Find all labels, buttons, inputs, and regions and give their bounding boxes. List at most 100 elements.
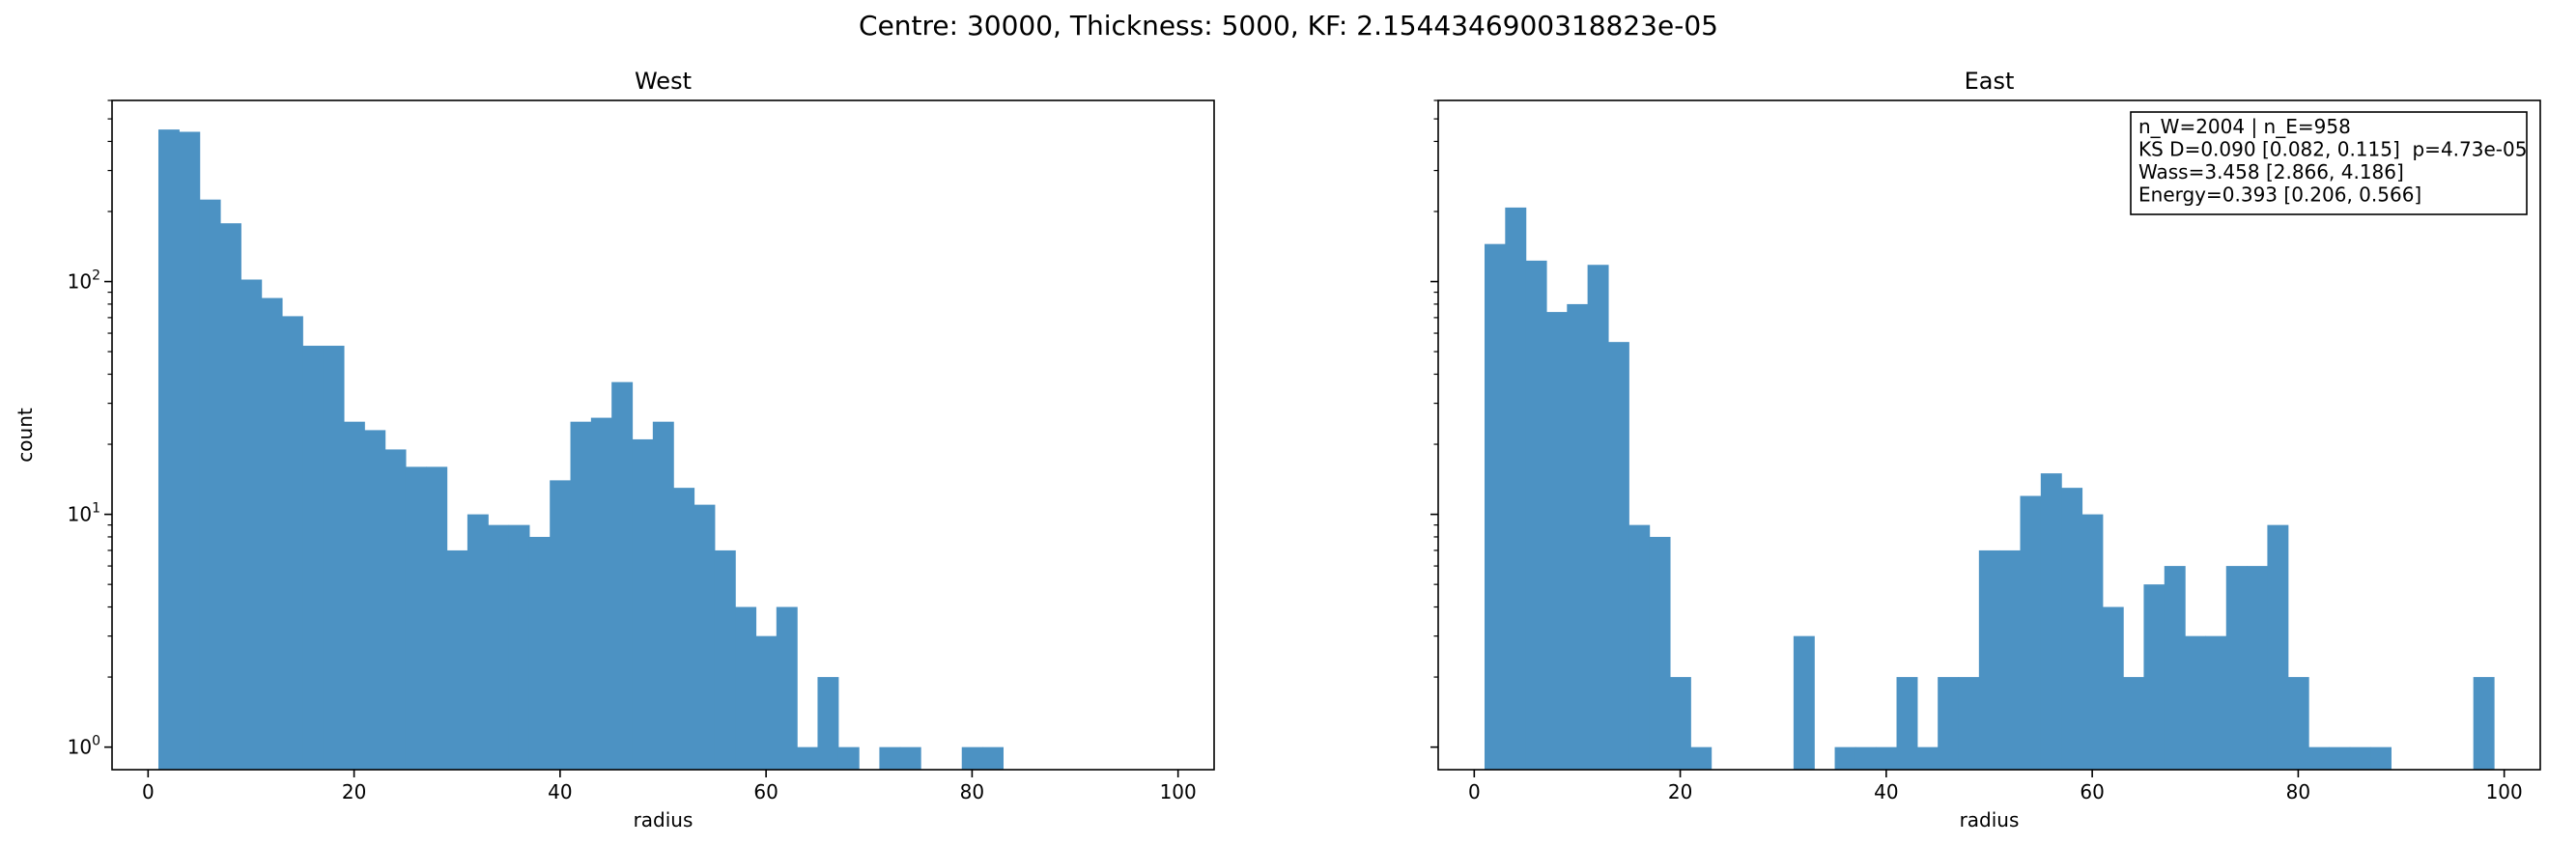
- east-histogram-bar: [1628, 524, 1651, 770]
- west-histogram-bar: [755, 635, 778, 770]
- east-histogram-bar: [2329, 746, 2351, 770]
- west-y-axis-label: count: [14, 408, 37, 463]
- x-tick-label: 60: [2080, 780, 2104, 803]
- east-axes-frame: [1437, 99, 2541, 771]
- east-histogram-bar: [1649, 536, 1671, 770]
- figure-suptitle: Centre: 30000, Thickness: 5000, KF: 2.15…: [859, 10, 1718, 42]
- west-histogram-bar: [446, 549, 468, 770]
- x-tick-label: 80: [960, 780, 984, 803]
- east-histogram-bar: [2370, 746, 2392, 770]
- east-histogram-bar: [2143, 584, 2166, 770]
- east-histogram-bar: [1978, 549, 2000, 770]
- east-histogram-bar: [1525, 260, 1547, 770]
- west-histogram-bar: [590, 417, 612, 770]
- west-histogram-bar: [735, 606, 757, 770]
- east-histogram-bar: [1669, 677, 1691, 770]
- east-histogram-bar: [2349, 746, 2371, 770]
- west-histogram-bar: [776, 606, 798, 770]
- x-tick-label: 20: [342, 780, 366, 803]
- x-tick-label: 100: [2486, 780, 2523, 803]
- east-histogram-bar: [2081, 514, 2104, 770]
- east-histogram-bar: [2040, 473, 2062, 770]
- east-histogram-bar: [1916, 746, 1939, 770]
- east-panel: East 0 20 40 60 80 100 radius n_W=2004 | n_E=…: [1430, 68, 2541, 831]
- west-histogram-bar: [426, 466, 448, 770]
- west-histogram-bar: [199, 199, 221, 771]
- east-histogram-bar: [1607, 342, 1629, 770]
- east-histogram-bar: [1587, 265, 1609, 770]
- east-histogram-bar: [2164, 566, 2186, 770]
- east-histogram-bar: [1876, 746, 1898, 770]
- west-axes-frame: [111, 99, 1215, 771]
- east-axis-ticks: 0 20 40 60 80 100: [1430, 99, 2523, 803]
- east-histogram-bar: [1834, 746, 1856, 770]
- west-histogram-bar: [241, 279, 263, 770]
- west-histogram-bar: [261, 297, 283, 770]
- west-histogram-bar: [364, 430, 386, 770]
- x-tick-label: 40: [1874, 780, 1898, 803]
- west-histogram-bar: [652, 421, 674, 770]
- west-histogram-bar: [508, 524, 530, 770]
- west-panel: West 0 20 40 60 80 100 100 101 102 radius count: [14, 68, 1215, 831]
- east-histogram-bar: [2308, 746, 2330, 770]
- west-histogram-bar: [219, 223, 241, 770]
- y-tick-label: 102: [68, 268, 100, 294]
- west-histogram-bar: [982, 746, 1004, 770]
- west-histogram-bar: [302, 346, 325, 770]
- west-histogram-bar: [632, 438, 654, 770]
- west-x-axis-label: radius: [634, 808, 694, 831]
- east-histogram-bar: [2247, 566, 2269, 770]
- west-histogram-bar: [528, 536, 551, 770]
- west-histogram-bar: [899, 746, 921, 770]
- x-tick-label: 0: [1468, 780, 1481, 803]
- west-histogram-bar: [467, 514, 489, 770]
- east-histogram-bar: [1484, 243, 1506, 771]
- east-histogram-bar: [2205, 635, 2227, 770]
- east-histogram-bar: [2020, 495, 2042, 770]
- west-axis-ticks: 0 20 40 60 80 100 100 101 102: [68, 99, 1197, 803]
- x-tick-label: 60: [753, 780, 778, 803]
- west-histogram-bar: [550, 480, 572, 770]
- east-histogram-bar: [1690, 746, 1713, 770]
- east-histogram-bar: [2061, 488, 2083, 770]
- west-histogram-bar: [714, 549, 736, 770]
- west-histogram-bar: [343, 421, 365, 770]
- west-histogram-bars: [157, 129, 1004, 771]
- x-tick-label: 100: [1160, 780, 1197, 803]
- west-histogram-bar: [281, 316, 303, 770]
- annotation-sample-sizes: n_W=2004 | n_E=958: [2138, 115, 2351, 138]
- east-histogram-bar: [1567, 303, 1589, 770]
- east-histogram-bar: [1999, 549, 2022, 770]
- annotation-wasserstein: Wass=3.458 [2.866, 4.186]: [2138, 160, 2404, 183]
- y-tick-label: 100: [68, 734, 100, 759]
- east-histogram-bar: [1896, 677, 1918, 770]
- west-histogram-bar: [179, 131, 201, 771]
- x-tick-label: 0: [142, 780, 155, 803]
- x-tick-label: 40: [548, 780, 572, 803]
- west-histogram-bar: [384, 449, 407, 770]
- west-histogram-bar: [961, 746, 983, 770]
- west-histogram-bar: [817, 677, 839, 770]
- x-tick-label: 20: [1668, 780, 1692, 803]
- east-histogram-bar: [1505, 207, 1527, 770]
- west-histogram-bar: [488, 524, 510, 770]
- west-histogram-bar: [797, 746, 819, 770]
- east-histogram-bar: [1958, 677, 1980, 770]
- east-histogram-bar: [2225, 566, 2248, 770]
- east-histogram-bar: [2287, 677, 2309, 770]
- east-histogram-bar: [1854, 746, 1877, 770]
- west-histogram-bar: [157, 129, 180, 770]
- west-histogram-bar: [611, 381, 634, 770]
- annotation-ks-test: KS D=0.090 [0.082, 0.115] p=4.73e-05: [2138, 138, 2527, 161]
- west-histogram-bar: [694, 504, 716, 770]
- annotation-energy: Energy=0.393 [0.206, 0.566]: [2138, 183, 2421, 207]
- east-histogram-bar: [1938, 677, 1960, 770]
- west-histogram-bar: [879, 746, 901, 770]
- west-histogram-bar: [323, 346, 345, 770]
- east-histogram-bar: [2267, 524, 2289, 770]
- east-histogram-bar: [2102, 606, 2124, 770]
- west-histogram-bar: [570, 421, 592, 770]
- east-histogram-bar: [2123, 677, 2145, 770]
